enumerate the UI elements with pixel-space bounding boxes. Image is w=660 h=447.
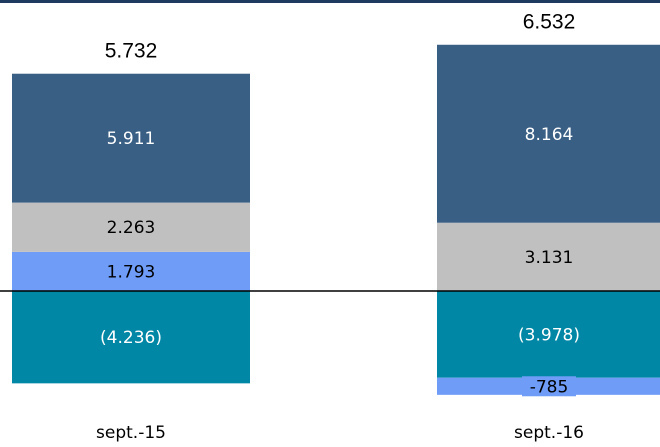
data-label: 5.911 — [107, 129, 156, 149]
total-label: 5.732 — [105, 39, 158, 62]
bar-segment — [12, 202, 250, 252]
bar-segment — [437, 291, 660, 378]
top-rule — [0, 0, 660, 3]
data-label: 1.793 — [107, 262, 156, 282]
bar-segment — [437, 44, 660, 223]
data-label: 2.263 — [107, 218, 156, 238]
bar-segment — [12, 73, 250, 203]
data-label: (3.978) — [518, 325, 580, 345]
bar-segment — [12, 291, 250, 384]
bar-segment — [12, 251, 250, 291]
data-label: 8.164 — [525, 125, 574, 145]
label-background — [522, 376, 576, 397]
data-label: (4.236) — [100, 328, 162, 348]
bar-segment — [437, 222, 660, 291]
x-tick-label: sept.-16 — [514, 423, 584, 443]
data-label: -785 — [530, 377, 569, 397]
data-label: 3.131 — [525, 248, 574, 268]
x-tick-label: sept.-15 — [96, 423, 166, 443]
total-label: 6.532 — [523, 10, 576, 33]
